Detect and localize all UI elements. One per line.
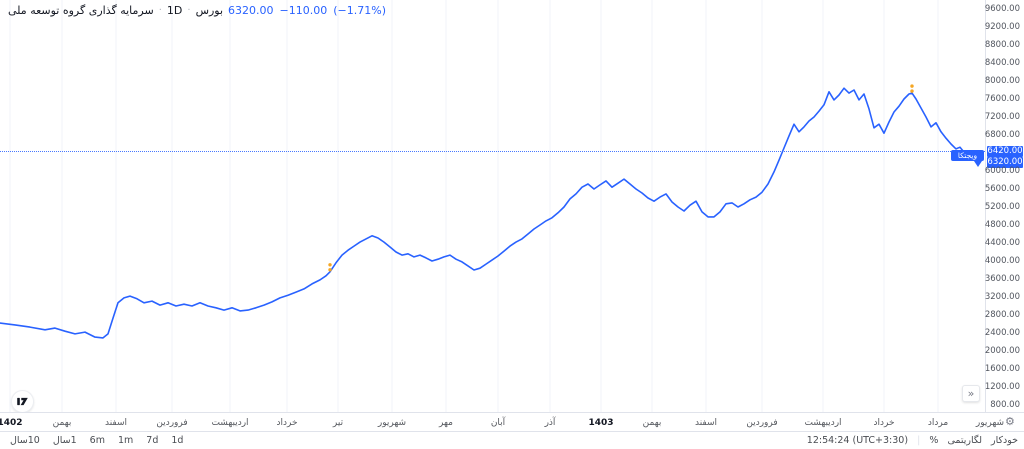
price-axis-label: 1600.00 <box>984 364 1020 374</box>
price-axis[interactable]: 6420.00 6320.00 9600.00 9200.00 8800.00 840… <box>985 0 1024 431</box>
time-axis-month-label: اردیبهشت <box>211 418 249 428</box>
time-axis-month-label: فروردین <box>746 418 778 428</box>
price-line-chart <box>0 0 983 412</box>
time-axis-month-label: مرداد <box>927 418 949 428</box>
percent-scale-button[interactable]: % <box>929 435 939 446</box>
price-axis-label: 3600.00 <box>984 274 1020 284</box>
log-scale-button[interactable]: لگاریتمی <box>947 435 982 446</box>
chart-plot-area[interactable]: سرمایه گذاری گروه توسعه ملی · 1D · بورس … <box>0 0 985 413</box>
price-axis-label: 8400.00 <box>984 58 1020 68</box>
range-button-1y[interactable]: 1سال <box>52 435 77 446</box>
last-price-badge: 6420.00 <box>987 146 1023 157</box>
price-axis-label: 9200.00 <box>984 22 1020 32</box>
range-button-10y[interactable]: 10سال <box>10 435 40 446</box>
exchange-label: بورس <box>195 4 224 17</box>
interval-label[interactable]: 1D <box>166 4 183 17</box>
go-to-realtime-button[interactable]: » <box>962 385 980 402</box>
price-axis-label: 8800.00 <box>984 40 1020 50</box>
price-axis-label: 3200.00 <box>984 292 1020 302</box>
range-button-1m[interactable]: 1m <box>117 435 134 446</box>
event-marker-icon[interactable] <box>328 268 332 272</box>
time-axis-year-label: 1402 <box>0 418 23 428</box>
time-axis-month-label: خرداد <box>873 418 895 428</box>
range-button-6m[interactable]: 6m <box>89 435 105 446</box>
price-change: −110.00 <box>279 4 328 17</box>
price-line-series[interactable] <box>0 87 983 339</box>
price-axis-label: 2000.00 <box>984 346 1020 356</box>
close-price-badge: 6320.00 <box>987 157 1023 168</box>
gear-icon[interactable]: ⚙ <box>1005 415 1015 428</box>
price-change-percent: (−1.71%) <box>333 4 387 17</box>
price-values: 6320.00 −110.00 (−1.71%) <box>228 4 386 17</box>
time-axis-month-label: فروردین <box>156 418 188 428</box>
price-axis-label: 7600.00 <box>984 94 1020 104</box>
clock-label[interactable]: 12:54:24 (UTC+3:30) <box>806 435 909 446</box>
time-axis-month-label: آذر <box>544 418 556 428</box>
price-axis-label: 4400.00 <box>984 238 1020 248</box>
time-axis-month-label: مهر <box>439 418 453 428</box>
price-axis-label: 6000.00 <box>984 166 1020 176</box>
time-axis-month-label: بهمن <box>642 418 662 428</box>
tradingview-logo-icon <box>17 397 28 406</box>
price-axis-label: 8000.00 <box>984 76 1020 86</box>
price-axis-label: 9600.00 <box>984 4 1020 14</box>
time-axis-month-label: اسفند <box>104 418 128 428</box>
auto-scale-button[interactable]: خودکار <box>990 435 1018 446</box>
legend-separator: · <box>158 5 162 16</box>
time-axis-month-label: بهمن <box>52 418 72 428</box>
time-axis-month-label: اسفند <box>694 418 718 428</box>
symbol-legend[interactable]: سرمایه گذاری گروه توسعه ملی · 1D · بورس … <box>8 4 388 17</box>
event-marker-icon[interactable] <box>910 89 914 93</box>
toolbar-divider: | <box>917 435 921 446</box>
price-axis-label: 4000.00 <box>984 256 1020 266</box>
price-axis-label: 7200.00 <box>984 112 1020 122</box>
tradingview-logo[interactable] <box>11 390 34 413</box>
price-axis-label: 4800.00 <box>984 220 1020 230</box>
price-axis-label: 800.00 <box>990 400 1020 410</box>
event-marker-icon[interactable] <box>328 263 332 267</box>
date-range-buttons: 10سال 1سال 6m 1m 7d 1d <box>0 435 183 446</box>
legend-separator: · <box>187 5 191 16</box>
range-button-7d[interactable]: 7d <box>146 435 159 446</box>
event-marker-icon[interactable] <box>910 84 914 88</box>
series-price-pill: ویجتکا <box>951 150 984 161</box>
series-pill-pointer-icon <box>974 161 982 167</box>
time-axis-year-label: 1403 <box>588 418 614 428</box>
time-axis[interactable]: ⚙ 1402 بهمن اسفند فروردین اردیبهشت خرداد تیر شه… <box>0 412 1024 431</box>
time-axis-month-label: خرداد <box>276 418 298 428</box>
price-axis-label: 2400.00 <box>984 328 1020 338</box>
time-axis-month-label: تیر <box>332 418 344 428</box>
toolbar-right: 12:54:24 (UTC+3:30) | % لگاریتمی خودکار <box>807 435 1024 446</box>
bottom-toolbar: 10سال 1سال 6m 1m 7d 1d 12:54:24 (UTC+3:30) | … <box>0 431 1024 449</box>
range-button-1d[interactable]: 1d <box>171 435 184 446</box>
time-axis-month-label: شهریور <box>377 418 407 428</box>
time-axis-month-label: آبان <box>490 418 506 428</box>
price-axis-label: 6800.00 <box>984 130 1020 140</box>
symbol-name[interactable]: سرمایه گذاری گروه توسعه ملی <box>8 4 154 17</box>
price-axis-label: 1200.00 <box>984 382 1020 392</box>
price-axis-label: 2800.00 <box>984 310 1020 320</box>
last-price-value: 6320.00 <box>228 4 274 17</box>
price-axis-label: 5600.00 <box>984 184 1020 194</box>
time-axis-month-label: اردیبهشت <box>804 418 842 428</box>
price-axis-label: 5200.00 <box>984 202 1020 212</box>
last-price-dotted-line <box>0 151 985 152</box>
time-axis-month-label: شهریور <box>975 418 1005 428</box>
